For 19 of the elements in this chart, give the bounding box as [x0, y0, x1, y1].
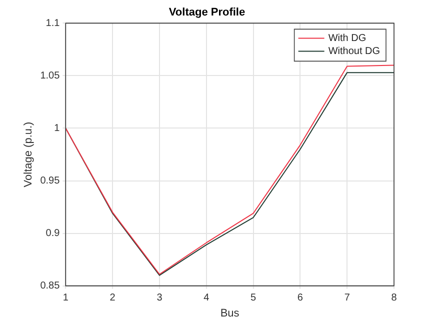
y-tick-label: 1.1 [46, 18, 60, 29]
x-tick-label: 3 [156, 292, 163, 304]
x-tick-label: 6 [297, 292, 304, 304]
x-tick-label: 2 [110, 292, 116, 304]
x-tick-label: 8 [391, 292, 398, 304]
y-tick-label: 1 [54, 122, 60, 134]
y-tick-label: 0.95 [40, 176, 60, 187]
x-tick-label: 7 [344, 292, 350, 304]
x-tick-label: 5 [250, 292, 257, 304]
y-tick-label: 0.85 [40, 280, 60, 292]
legend-label: With DG [328, 32, 366, 44]
y-tick-label: 0.9 [46, 228, 60, 240]
y-axis-title: Voltage (p.u.) [22, 122, 35, 188]
legend-label: Without DG [328, 46, 380, 57]
x-tick-label: 4 [204, 292, 210, 304]
y-tick-label: 1.05 [40, 70, 60, 82]
chart-title: Voltage Profile [168, 6, 246, 19]
x-tick-label: 1 [62, 292, 69, 304]
x-axis-title: Bus [220, 307, 240, 320]
